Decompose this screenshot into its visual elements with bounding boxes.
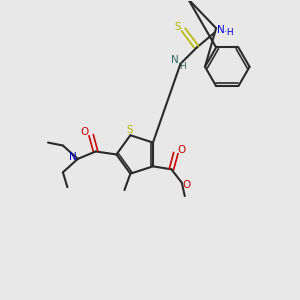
Text: H: H: [179, 62, 186, 71]
Text: S: S: [174, 22, 181, 32]
Text: O: O: [177, 145, 185, 155]
Text: O: O: [182, 180, 190, 190]
Text: N: N: [171, 55, 179, 65]
Text: N: N: [217, 25, 225, 35]
Text: ·H: ·H: [224, 28, 234, 37]
Text: O: O: [80, 127, 89, 136]
Text: S: S: [127, 125, 133, 135]
Text: N: N: [68, 152, 76, 162]
